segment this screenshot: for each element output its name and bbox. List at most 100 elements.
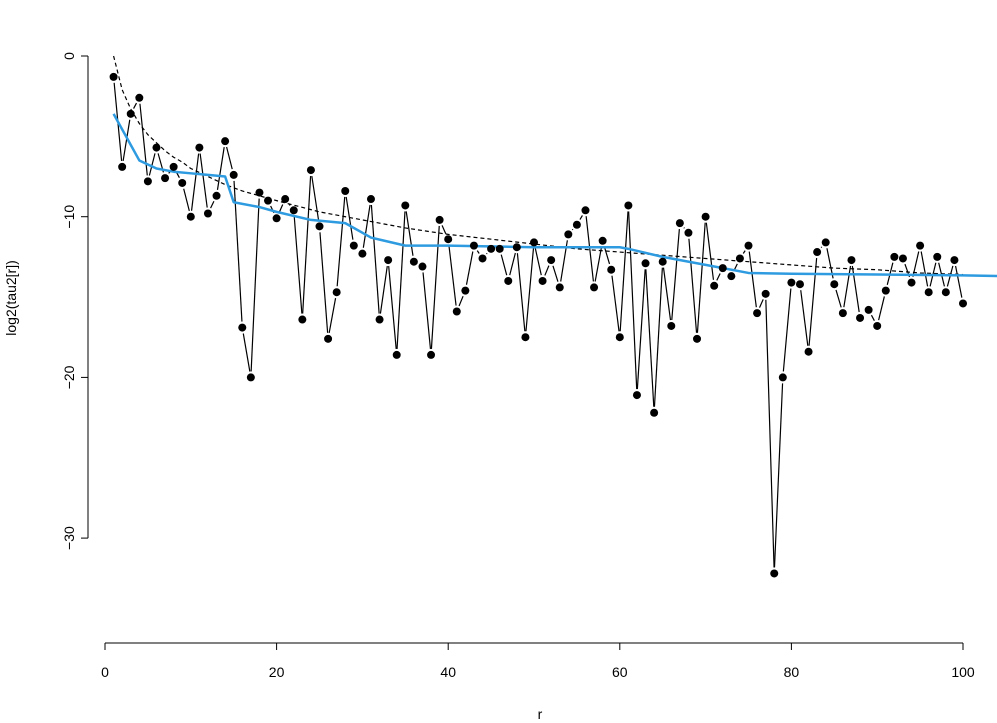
data-point <box>401 201 410 210</box>
data-point <box>143 177 152 186</box>
line-segment <box>742 250 746 254</box>
data-point <box>787 278 796 287</box>
x-axis-title: r <box>538 706 543 722</box>
series-blue-line <box>112 113 997 278</box>
line-segment <box>405 211 414 256</box>
data-point <box>315 222 324 231</box>
series-dashed-curve <box>112 55 964 276</box>
line-segment <box>362 204 371 248</box>
data-point <box>255 188 264 197</box>
data-point <box>152 143 161 152</box>
line-segment <box>441 225 447 234</box>
data-point <box>590 283 599 292</box>
data-point <box>512 243 521 252</box>
data-point <box>212 191 221 200</box>
line-segment <box>748 251 757 308</box>
line-segment <box>516 253 526 332</box>
data-point <box>195 143 204 152</box>
data-point <box>598 236 607 245</box>
data-point <box>795 280 804 289</box>
data-point <box>890 252 899 261</box>
data-point <box>452 307 461 316</box>
line-segment <box>190 153 200 211</box>
data-point <box>581 206 590 215</box>
data-point <box>675 219 684 228</box>
data-point <box>650 408 659 417</box>
x-tick-label: 40 <box>440 664 456 680</box>
line-segment <box>226 146 233 170</box>
x-tick-label: 100 <box>951 664 975 680</box>
data-point <box>418 262 427 271</box>
line-segment <box>800 290 809 346</box>
data-point <box>435 215 444 224</box>
x-tick-label: 60 <box>612 664 628 680</box>
data-point <box>770 569 779 578</box>
data-point <box>324 334 333 343</box>
line-segment <box>509 252 516 276</box>
data-point <box>118 162 127 171</box>
line-segment <box>603 246 611 265</box>
line-segment <box>319 232 329 333</box>
line-segment <box>636 269 646 390</box>
data-point <box>744 241 753 250</box>
data-point <box>881 286 890 295</box>
data-point <box>530 238 538 247</box>
data-point <box>684 228 693 237</box>
line-segment <box>662 267 672 321</box>
data-point <box>959 299 967 308</box>
line-segment <box>716 273 721 281</box>
data-point <box>469 241 478 250</box>
data-point <box>178 178 187 187</box>
data-point <box>538 276 547 285</box>
line-segment <box>920 251 929 287</box>
line-segment <box>233 180 243 322</box>
y-tick-label: −30 <box>61 526 77 550</box>
data-point <box>873 321 882 330</box>
line-segment <box>302 176 312 314</box>
data-point <box>272 214 281 223</box>
data-point <box>246 373 255 382</box>
data-point <box>392 350 401 359</box>
data-point <box>701 212 710 221</box>
line-segment <box>328 298 337 334</box>
data-point <box>161 174 170 183</box>
data-point <box>504 276 513 285</box>
data-point <box>641 259 650 268</box>
line-segment <box>183 188 190 212</box>
line-segment <box>379 265 388 314</box>
plot-area <box>109 55 997 578</box>
line-segment <box>133 102 138 109</box>
line-segment <box>336 196 346 287</box>
data-point <box>924 288 933 297</box>
x-axis: 0 20 40 60 80 100 <box>101 642 975 680</box>
line-segment <box>628 211 638 390</box>
data-point <box>830 280 839 289</box>
line-segment <box>552 265 559 282</box>
blue-line <box>112 113 997 278</box>
line-segment <box>250 198 260 372</box>
line-segment <box>645 269 655 407</box>
data-point <box>126 109 135 118</box>
data-point <box>607 265 616 274</box>
data-point <box>375 315 384 324</box>
line-segment <box>954 265 963 298</box>
line-segment <box>585 216 594 282</box>
line-segment <box>370 204 380 314</box>
line-segment <box>619 211 629 332</box>
line-segment <box>696 222 706 333</box>
data-point <box>487 244 496 253</box>
data-point <box>821 238 830 247</box>
line-segment <box>765 299 775 568</box>
data-point <box>109 72 118 81</box>
data-point <box>735 254 744 263</box>
line-segment <box>476 250 480 254</box>
line-segment <box>458 295 464 307</box>
data-point <box>778 373 787 382</box>
data-point <box>933 252 942 261</box>
line-segment <box>835 289 842 308</box>
data-point <box>864 305 873 314</box>
data-point <box>950 256 959 265</box>
line-segment <box>653 267 663 407</box>
line-segment <box>486 252 488 255</box>
y-tick-label: −10 <box>61 205 77 229</box>
